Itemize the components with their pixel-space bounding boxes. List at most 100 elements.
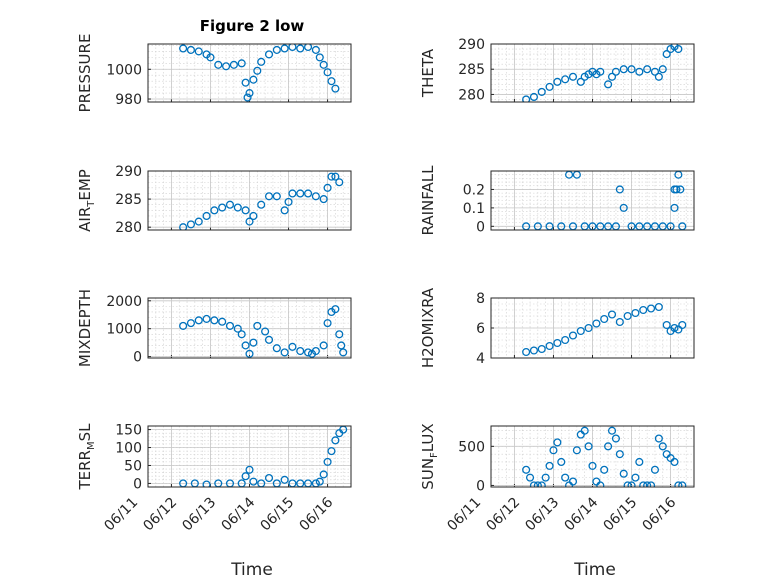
data-point (529, 346, 538, 355)
data-point (245, 349, 254, 358)
data-point (225, 321, 235, 330)
data-point (315, 477, 324, 486)
y-axis-label: MIXDEPTH (76, 289, 94, 367)
data-point (284, 197, 293, 206)
data-point (654, 434, 663, 443)
data-point (658, 442, 667, 451)
data-point (604, 80, 613, 89)
y-tick-label: 50 (124, 458, 142, 474)
data-point (674, 44, 683, 54)
y-tick-label: 290 (115, 164, 142, 180)
data-point (249, 211, 258, 221)
data-point (245, 217, 254, 226)
data-point (600, 314, 609, 324)
data-point (339, 348, 348, 357)
data-point (194, 47, 203, 56)
data-point (179, 44, 188, 53)
panel-5: 4 6 8 H2OMIXRA (419, 287, 695, 368)
data-point (319, 341, 328, 350)
axes-frame (490, 43, 695, 103)
data-point (249, 477, 258, 486)
y-tick-label: 0.2 (463, 182, 485, 198)
data-point (557, 457, 566, 467)
axes-frame (147, 425, 352, 488)
data-point (233, 203, 242, 212)
data-point (619, 203, 628, 212)
data-point (623, 481, 632, 487)
data-point (264, 50, 274, 59)
data-point (327, 447, 336, 456)
data-point (261, 327, 270, 336)
data-point (264, 335, 274, 344)
data-point (643, 481, 652, 487)
series-points (522, 426, 687, 487)
data-point (650, 67, 660, 76)
data-point (210, 206, 219, 215)
data-point (311, 346, 320, 356)
data-point (596, 67, 605, 76)
data-point (245, 89, 254, 98)
data-point (672, 185, 681, 194)
data-point (647, 481, 656, 487)
series-points (179, 44, 340, 102)
data-point (627, 65, 636, 74)
data-point (522, 95, 531, 102)
data-point (545, 461, 554, 470)
panel-3: 0 0.1 0.2 RAINFALL (419, 165, 695, 235)
data-point (522, 347, 531, 357)
data-point (584, 323, 593, 333)
series-points (522, 302, 687, 357)
data-point (264, 473, 274, 483)
data-point (639, 305, 648, 315)
data-point (241, 472, 250, 481)
y-tick-label: 280 (458, 87, 485, 103)
data-point (604, 442, 613, 451)
data-point (249, 338, 258, 347)
data-point (631, 473, 640, 482)
data-point (650, 465, 660, 474)
y-tick-label: 0 (476, 478, 485, 494)
y-tick-label: 1000 (106, 62, 142, 78)
y-tick-label: 0 (133, 476, 142, 492)
data-point (202, 480, 211, 487)
figure-title: Figure 2 low (200, 17, 305, 35)
data-point (311, 45, 320, 54)
data-point (202, 314, 211, 323)
data-point (257, 200, 266, 209)
data-point (545, 341, 554, 351)
data-point (635, 67, 644, 76)
data-point (553, 77, 562, 86)
data-point (272, 344, 281, 353)
data-point (561, 75, 570, 84)
y-tick-label: 8 (476, 291, 485, 307)
axes-frame (147, 43, 352, 103)
data-point (296, 189, 305, 198)
data-point (331, 172, 340, 181)
data-point (337, 341, 346, 350)
panel-1: 280 285 290 THETA (419, 37, 695, 103)
data-point (607, 72, 617, 81)
data-point (233, 324, 242, 333)
data-point (572, 446, 581, 455)
data-point (331, 84, 340, 93)
y-axis-label: SUNFLUX (419, 423, 440, 489)
data-point (674, 325, 683, 334)
y-tick-label: 0 (133, 350, 142, 366)
data-point (658, 65, 667, 74)
data-point (179, 321, 188, 330)
data-point (615, 317, 624, 327)
data-point (619, 65, 628, 74)
data-point (619, 469, 628, 478)
y-tick-label: 0.1 (463, 201, 485, 217)
x-axis-label-right: Time (573, 560, 616, 580)
data-point (670, 457, 679, 467)
data-point (611, 67, 620, 76)
data-point (537, 87, 546, 96)
data-point (272, 192, 281, 201)
data-point (241, 78, 250, 87)
data-point (210, 316, 219, 325)
y-tick-label: 150 (115, 423, 142, 439)
data-point (296, 346, 305, 356)
data-point (288, 189, 297, 198)
data-point (241, 206, 250, 215)
